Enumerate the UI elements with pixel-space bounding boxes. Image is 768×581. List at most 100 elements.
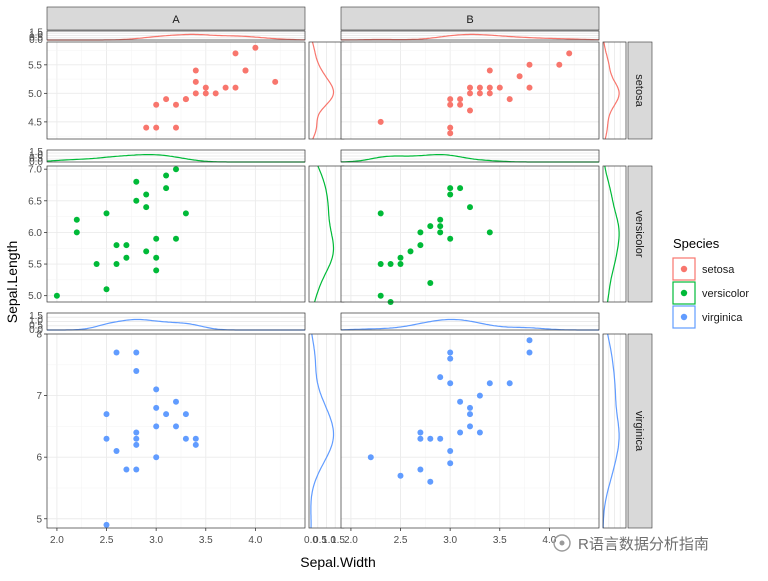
point-versicolor-B: [427, 223, 434, 230]
top-marginal-border: [340, 30, 600, 41]
marginal-tick-label: 1.5: [29, 147, 43, 158]
marginal-tick-label: 0.0: [29, 35, 43, 46]
right-density-line-versicolor-B: [604, 165, 620, 303]
point-virginica-A: [153, 454, 160, 461]
y-tick-label-virginica: 8: [36, 330, 42, 341]
point-virginica-A: [133, 429, 140, 436]
panel-setosa-B: [340, 30, 627, 140]
top-marginal-border: [46, 30, 306, 41]
point-setosa-B: [476, 90, 483, 97]
point-virginica-B: [457, 429, 464, 436]
legend-label-setosa: setosa: [702, 264, 735, 276]
point-virginica-A: [103, 435, 110, 442]
point-setosa-B: [467, 84, 473, 91]
point-setosa-B: [486, 90, 493, 97]
point-versicolor-A: [123, 242, 130, 249]
point-virginica-B: [447, 448, 454, 454]
point-setosa-B: [486, 84, 493, 91]
x-tick-label-B: 3.5: [493, 535, 507, 546]
watermark-logo-dot-icon: [559, 540, 565, 546]
point-virginica-B: [476, 429, 483, 436]
point-virginica-B: [467, 423, 473, 430]
marginal-x-tick-label: 1.0: [322, 535, 336, 546]
point-setosa-B: [377, 118, 384, 125]
main-panel-bg: [47, 42, 305, 139]
point-versicolor-A: [113, 261, 120, 267]
marginal-tick-label: 1.0: [29, 316, 43, 327]
main-panel-bg: [47, 166, 305, 302]
point-setosa-A: [153, 124, 160, 131]
point-versicolor-A: [173, 235, 179, 242]
point-virginica-B: [526, 349, 533, 356]
y-tick-label-setosa: 5.5: [28, 60, 42, 71]
main-panel-border: [46, 41, 306, 140]
right-marginal-border: [602, 165, 627, 303]
top-density-line-setosa-B: [341, 33, 600, 41]
point-versicolor-A: [163, 172, 170, 179]
x-tick-label-A: 2.5: [100, 535, 114, 546]
point-virginica-B: [447, 380, 454, 387]
point-versicolor-A: [143, 204, 150, 211]
watermark-logo-icon: [553, 534, 571, 552]
point-setosa-B: [506, 96, 513, 103]
point-setosa-A: [232, 50, 239, 57]
point-setosa-A: [163, 96, 170, 103]
point-virginica-B: [397, 472, 404, 479]
point-virginica-A: [113, 448, 120, 454]
point-virginica-B: [417, 435, 424, 442]
point-versicolor-B: [377, 261, 384, 267]
column-strip-A: [46, 6, 306, 31]
point-setosa-A: [272, 78, 279, 85]
point-setosa-B: [496, 84, 503, 91]
point-virginica-A: [103, 521, 110, 528]
point-versicolor-B: [486, 229, 493, 236]
point-setosa-A: [252, 44, 259, 51]
point-virginica-B: [467, 404, 473, 411]
legend-label-versicolor: versicolor: [702, 288, 749, 300]
panel-versicolor-B: [340, 149, 627, 305]
point-virginica-B: [526, 337, 533, 344]
point-virginica-A: [173, 423, 179, 430]
top-marginal-border: [340, 149, 600, 163]
point-versicolor-A: [133, 178, 140, 185]
point-virginica-A: [133, 349, 140, 356]
point-setosa-B: [467, 90, 473, 97]
x-tick-label-B: 3.0: [443, 535, 457, 546]
main-panel-bg: [341, 334, 599, 528]
point-virginica-A: [133, 466, 140, 473]
point-versicolor-A: [73, 216, 80, 223]
point-virginica-A: [192, 441, 199, 448]
point-setosa-A: [143, 124, 150, 131]
marginal-tick-label: 1.5: [29, 28, 43, 39]
point-versicolor-A: [53, 292, 60, 299]
point-setosa-A: [182, 96, 189, 103]
point-setosa-B: [467, 107, 473, 114]
point-versicolor-B: [467, 204, 473, 211]
point-setosa-B: [516, 73, 523, 80]
row-strip-virginica: [627, 333, 653, 529]
marginal-x-tick-label: 1.5: [331, 535, 345, 546]
panel-virginica-A: [46, 312, 345, 529]
panel-versicolor-A: [46, 149, 345, 303]
point-versicolor-A: [182, 210, 189, 217]
point-versicolor-B: [447, 191, 454, 198]
top-density-line-virginica-B: [341, 318, 599, 331]
watermark: R语言数据分析指南: [553, 534, 709, 553]
point-setosa-B: [556, 61, 563, 68]
panel-virginica-B: [340, 312, 627, 529]
point-versicolor-B: [417, 242, 424, 249]
right-marginal-border: [602, 333, 627, 529]
top-marginal-border: [46, 312, 306, 331]
marginal-ticks-virginica: 0.00.51.01.5: [29, 311, 43, 336]
marginal-tick-label: 0.5: [29, 320, 43, 331]
point-versicolor-A: [163, 185, 170, 192]
y-tick-label-virginica: 6: [36, 453, 42, 464]
point-versicolor-B: [437, 229, 444, 236]
y-tick-label-versicolor: 7.0: [28, 165, 42, 176]
point-setosa-A: [212, 90, 219, 97]
point-setosa-A: [202, 90, 209, 97]
row-strip-label-setosa: setosa: [633, 74, 645, 107]
point-setosa-B: [447, 101, 454, 108]
y-tick-label-versicolor: 5.5: [28, 260, 42, 271]
